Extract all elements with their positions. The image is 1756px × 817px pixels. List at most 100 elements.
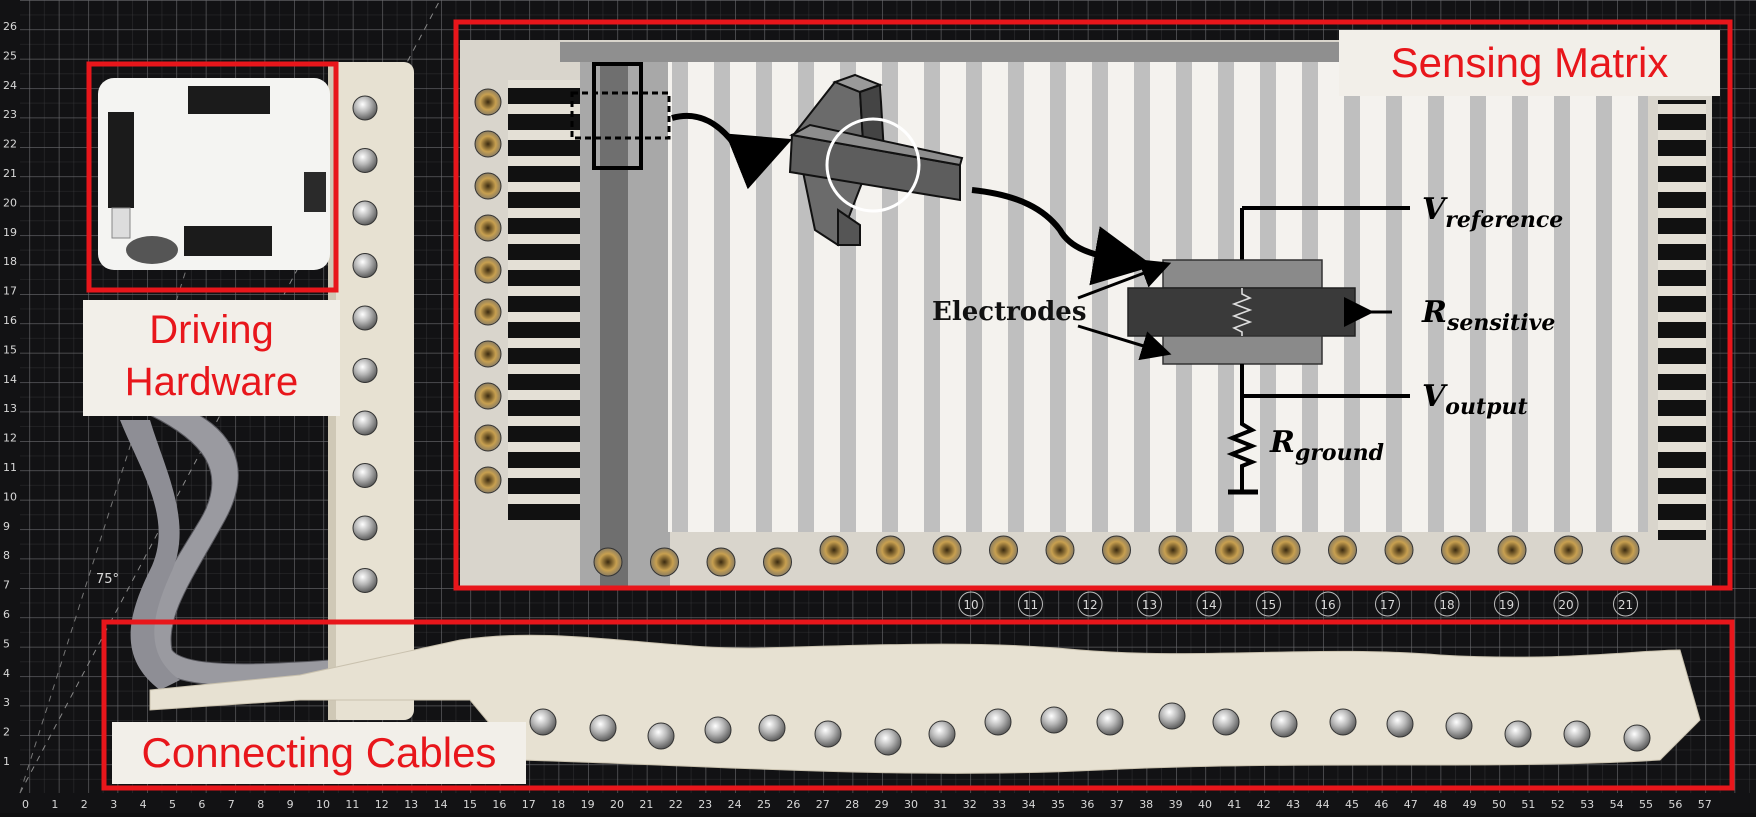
sensing-matrix-frame xyxy=(453,19,1733,591)
ruler-number: 25 xyxy=(757,798,771,811)
ruler-number: 10 xyxy=(316,798,330,811)
snap-button xyxy=(706,547,736,577)
driving-hardware-line1: Driving xyxy=(149,308,274,352)
snap-button xyxy=(1045,535,1075,565)
ruler-number: 33 xyxy=(992,798,1006,811)
ruler-number: 26 xyxy=(3,20,17,33)
ruler-number: 54 xyxy=(1610,798,1624,811)
snap-button xyxy=(1328,535,1357,565)
mat-circle xyxy=(1018,591,1043,617)
snap-button xyxy=(352,568,378,593)
horizontal-cable-snaps xyxy=(529,702,1651,756)
vertical-fabric-cable xyxy=(328,62,414,720)
snap-button xyxy=(1445,712,1473,740)
snap-button xyxy=(352,515,378,541)
snap-button xyxy=(650,547,679,577)
ruler-number: 6 xyxy=(3,608,10,621)
ruler-number: 13 xyxy=(3,402,17,415)
snap-button xyxy=(704,716,732,744)
ruler-number: 41 xyxy=(1227,798,1241,811)
connecting-cables-text: Connecting Cables xyxy=(141,729,497,776)
mat-circle-number: 13 xyxy=(1142,598,1157,612)
snap-button xyxy=(1096,708,1124,736)
ruler-number: 20 xyxy=(3,196,17,209)
snap-button xyxy=(814,720,842,748)
snap-button xyxy=(1158,535,1188,565)
mat-circle-number: 16 xyxy=(1320,598,1335,612)
mat-circle-number: 11 xyxy=(1023,598,1038,612)
ruler-number: 18 xyxy=(551,798,565,811)
ruler-number: 55 xyxy=(1639,798,1653,811)
mat-circle-number: 18 xyxy=(1439,598,1454,612)
ruler-number: 21 xyxy=(639,798,653,811)
left-stripe-band xyxy=(508,80,580,520)
snap-button xyxy=(874,728,902,756)
zoom-arrow-2 xyxy=(971,187,1154,286)
mat-circle xyxy=(1553,591,1579,617)
snap-button xyxy=(474,256,502,284)
angle-label: 75° xyxy=(96,572,119,587)
v-output-label: Voutput xyxy=(1422,379,1528,420)
ruler-number: 28 xyxy=(845,798,859,811)
snap-button xyxy=(876,535,905,565)
mat-circle xyxy=(1137,591,1162,617)
ruler-number: 2 xyxy=(3,726,10,739)
snap-button xyxy=(474,172,502,200)
ruler-number: 51 xyxy=(1521,798,1535,811)
mat-circle-numbers: 10 11 12 13 14 15 16 17 18 19 20 21 xyxy=(958,591,1638,617)
mat-circle-number: 21 xyxy=(1618,598,1633,612)
snap-button xyxy=(819,535,849,565)
ruler-number: 1 xyxy=(3,755,10,768)
snap-button xyxy=(1610,535,1640,565)
ruler-number: 34 xyxy=(1022,798,1036,811)
snap-button xyxy=(474,88,502,116)
mat-circle-number: 20 xyxy=(1558,598,1573,612)
snap-button xyxy=(1386,710,1414,738)
ruler-number: 31 xyxy=(933,798,947,811)
ruler-number: 4 xyxy=(3,667,10,680)
mat-circle xyxy=(1315,591,1341,617)
driving-hardware-label: Driving Hardware xyxy=(83,300,340,416)
hardware-connector xyxy=(108,112,134,208)
ruler-number: 17 xyxy=(3,285,17,298)
ruler-number: 42 xyxy=(1257,798,1271,811)
ruler-number: 25 xyxy=(3,49,17,62)
snap-button xyxy=(352,253,378,278)
ruler-number: 57 xyxy=(1698,798,1712,811)
snap-button xyxy=(1441,535,1470,565)
snap-button xyxy=(474,130,502,158)
mat-circle xyxy=(958,591,984,617)
top-electrode xyxy=(1162,259,1323,289)
snap-button xyxy=(763,547,792,577)
ruler-number: 3 xyxy=(110,798,117,811)
ruler-number: 20 xyxy=(610,798,624,811)
snap-button xyxy=(1215,535,1244,565)
ruler-number: 24 xyxy=(3,79,17,92)
snap-button xyxy=(928,720,956,748)
snap-button xyxy=(474,298,502,326)
ruler-number: 47 xyxy=(1404,798,1418,811)
ruler-number: 17 xyxy=(522,798,536,811)
snap-button xyxy=(474,466,502,494)
ruler-number: 16 xyxy=(492,798,506,811)
ruler-number: 46 xyxy=(1374,798,1388,811)
ruler-number: 4 xyxy=(140,798,147,811)
ruler-number: 2 xyxy=(81,798,88,811)
ruler-number: 12 xyxy=(3,432,17,445)
driving-hardware-line2: Hardware xyxy=(124,360,299,404)
ruler-number: 5 xyxy=(169,798,176,811)
ruler-number: 9 xyxy=(3,520,10,533)
ruler-number: 56 xyxy=(1668,798,1682,811)
crossing-3d-model xyxy=(788,73,964,247)
ruler-number: 24 xyxy=(728,798,742,811)
mat-circle xyxy=(1434,591,1460,617)
snap-button xyxy=(352,463,378,488)
ruler-number: 22 xyxy=(3,138,17,151)
ruler-number: 5 xyxy=(3,637,10,650)
connecting-cables-label: Connecting Cables xyxy=(112,722,526,784)
ruler-number: 37 xyxy=(1110,798,1124,811)
ruler-number: 1 xyxy=(51,798,58,811)
ruler-number: 9 xyxy=(287,798,294,811)
ruler-number: 48 xyxy=(1433,798,1447,811)
snap-button xyxy=(352,305,378,331)
